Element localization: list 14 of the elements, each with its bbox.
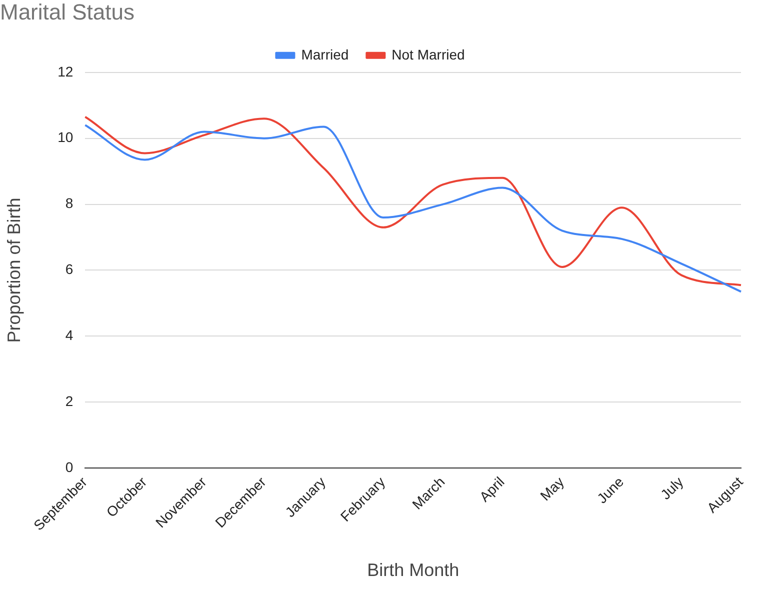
y-tick-label: 4: [65, 327, 74, 344]
y-tick-label: 2: [65, 393, 74, 410]
x-axis-title: Birth Month: [367, 560, 460, 580]
y-tick-label: 8: [65, 195, 74, 212]
legend-label: Not Married: [392, 46, 465, 62]
x-tick-label: May: [536, 474, 567, 504]
y-tick-label: 0: [65, 458, 74, 475]
chart-title: Marital Status: [0, 0, 134, 24]
x-tick-label: July: [657, 474, 686, 502]
y-tick-label: 6: [65, 261, 74, 278]
y-tick-label: 12: [58, 63, 74, 80]
legend-label: Married: [301, 46, 349, 62]
y-axis-title: Proportion of Birth: [4, 198, 24, 343]
y-tick-label: 10: [58, 129, 74, 146]
